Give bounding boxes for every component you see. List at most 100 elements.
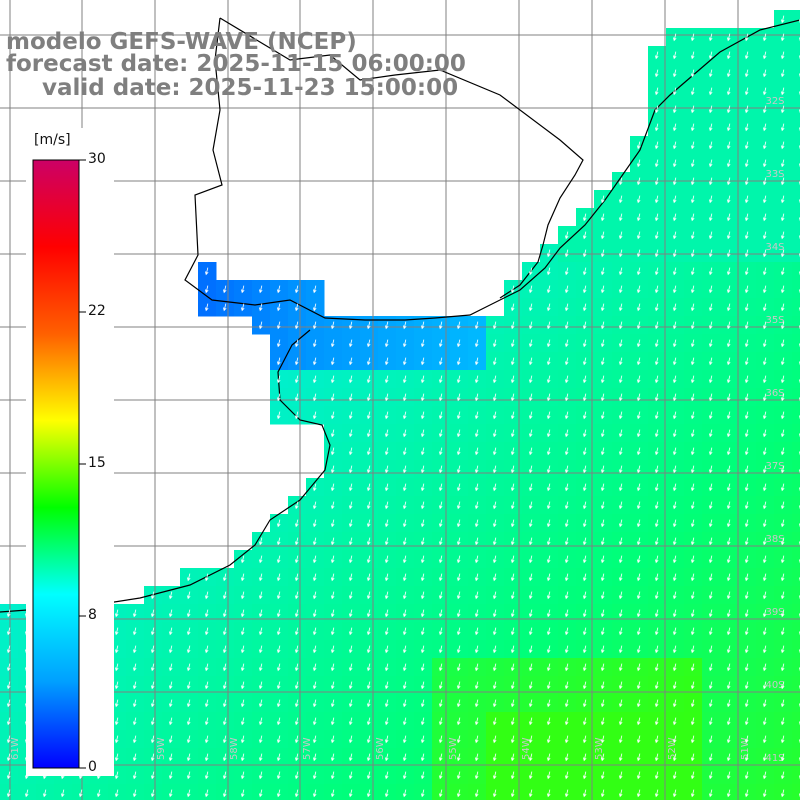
wind-arrow xyxy=(421,357,425,366)
wind-arrow xyxy=(547,375,551,384)
wind-arrow xyxy=(529,429,533,438)
wind-arrow xyxy=(331,591,335,600)
wind-arrow xyxy=(673,501,677,510)
wind-arrow xyxy=(619,753,623,762)
wind-arrow xyxy=(241,285,245,294)
wind-arrow xyxy=(565,411,569,420)
wind-arrow xyxy=(475,663,479,672)
wind-arrow xyxy=(619,645,623,654)
wind-arrow xyxy=(7,735,11,744)
wind-arrow xyxy=(565,339,569,348)
wind-arrow xyxy=(475,681,479,690)
wind-arrow xyxy=(439,465,443,474)
wind-arrow xyxy=(295,375,299,384)
wind-arrow xyxy=(637,537,641,546)
wind-arrow xyxy=(745,303,749,312)
wind-arrow xyxy=(655,393,659,402)
wind-arrow xyxy=(223,609,227,618)
wind-arrow xyxy=(709,123,713,132)
wind-arrow xyxy=(277,375,281,384)
wind-arrow xyxy=(691,375,695,384)
wind-arrow xyxy=(223,285,227,294)
wind-arrow xyxy=(583,267,587,276)
wind-arrow xyxy=(295,411,299,420)
wind-arrow xyxy=(781,357,785,366)
wind-arrow xyxy=(367,735,371,744)
wind-arrow xyxy=(529,555,533,564)
wind-arrow xyxy=(259,699,263,708)
wind-arrow xyxy=(115,663,119,672)
wind-arrow xyxy=(727,33,731,42)
wind-arrow xyxy=(349,789,353,798)
wind-arrow xyxy=(349,681,353,690)
wind-arrow xyxy=(781,663,785,672)
wind-arrow xyxy=(511,573,515,582)
wind-arrow xyxy=(7,645,11,654)
wind-arrow xyxy=(403,735,407,744)
wind-arrow xyxy=(349,591,353,600)
wind-arrow xyxy=(709,555,713,564)
wind-arrow xyxy=(331,555,335,564)
wind-arrow xyxy=(673,483,677,492)
wind-arrow xyxy=(781,285,785,294)
wind-arrow xyxy=(511,411,515,420)
wind-arrow xyxy=(547,627,551,636)
wind-arrow xyxy=(205,699,209,708)
wind-arrow xyxy=(691,213,695,222)
wind-arrow xyxy=(187,699,191,708)
wind-arrow xyxy=(637,411,641,420)
wind-arrow xyxy=(475,501,479,510)
wind-arrow xyxy=(205,267,209,276)
wind-arrow xyxy=(673,195,677,204)
wind-arrow xyxy=(763,501,767,510)
wind-arrow xyxy=(475,537,479,546)
wind-arrow xyxy=(349,771,353,780)
wind-arrow xyxy=(205,303,209,312)
wind-arrow xyxy=(655,501,659,510)
wind-arrow xyxy=(727,735,731,744)
wind-arrow xyxy=(619,267,623,276)
wind-arrow xyxy=(385,627,389,636)
wind-arrow xyxy=(727,519,731,528)
wind-arrow xyxy=(331,717,335,726)
wind-arrow xyxy=(439,753,443,762)
wind-arrow xyxy=(529,609,533,618)
wind-arrow xyxy=(655,465,659,474)
wind-arrow xyxy=(565,465,569,474)
wind-arrow xyxy=(727,123,731,132)
wind-arrow xyxy=(475,393,479,402)
wind-arrow xyxy=(331,573,335,582)
wind-arrow xyxy=(709,159,713,168)
wind-arrow xyxy=(529,681,533,690)
wind-arrow xyxy=(601,627,605,636)
wind-arrow xyxy=(259,555,263,564)
wind-arrow xyxy=(187,609,191,618)
wind-arrow xyxy=(763,699,767,708)
wind-arrow xyxy=(529,483,533,492)
wind-arrow xyxy=(187,681,191,690)
wind-arrow xyxy=(439,789,443,798)
wind-arrow xyxy=(727,105,731,114)
wind-arrow xyxy=(493,789,497,798)
wind-arrow xyxy=(439,591,443,600)
wind-arrow xyxy=(403,465,407,474)
wind-arrow xyxy=(745,213,749,222)
wind-arrow xyxy=(457,339,461,348)
wind-arrow xyxy=(637,573,641,582)
wind-arrow xyxy=(619,789,623,798)
wind-arrow xyxy=(295,699,299,708)
wind-arrow xyxy=(403,537,407,546)
wind-arrow xyxy=(637,483,641,492)
wind-arrow xyxy=(259,627,263,636)
wind-arrow xyxy=(565,555,569,564)
wind-arrow xyxy=(187,735,191,744)
wind-arrow xyxy=(709,213,713,222)
wind-arrow xyxy=(583,249,587,258)
wind-arrow xyxy=(781,753,785,762)
wind-arrow xyxy=(133,681,137,690)
wind-arrow xyxy=(475,609,479,618)
wind-arrow xyxy=(673,699,677,708)
wind-arrow xyxy=(583,339,587,348)
wind-arrow xyxy=(709,339,713,348)
wind-arrow xyxy=(475,465,479,474)
